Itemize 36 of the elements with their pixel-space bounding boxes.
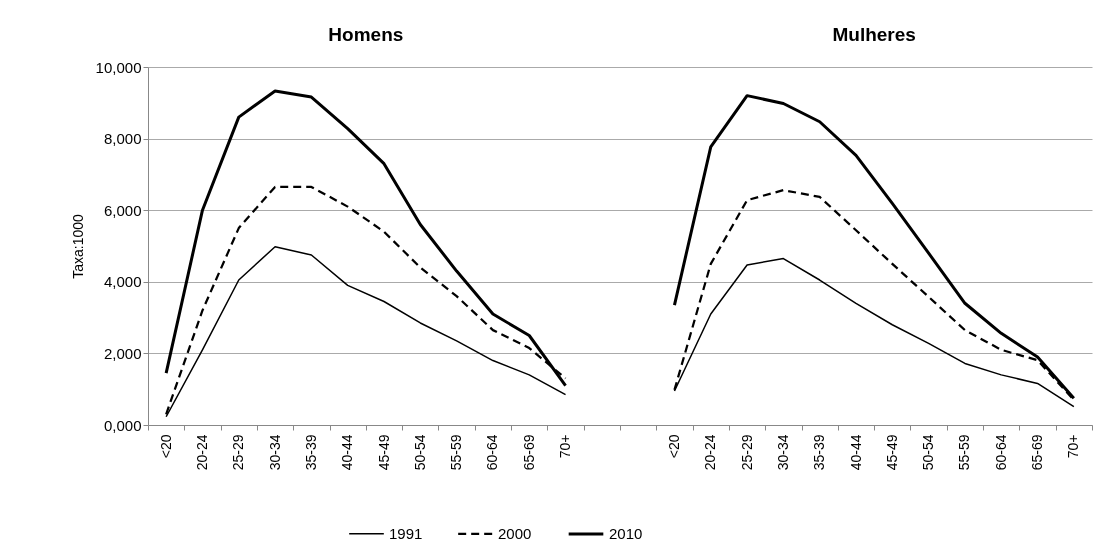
x-tick-label: 55-59 [956,434,973,471]
x-tick-label: 25-29 [230,434,247,471]
x-tick-label: 20-24 [193,434,210,471]
x-tick-label: 65-69 [520,434,537,471]
x-tick-label: 70+ [557,434,574,459]
x-tick-label: 25-29 [738,434,755,471]
x-tick-label: 45-49 [375,434,392,471]
legend-label: 2010 [609,525,643,542]
x-tick-label: 20-24 [702,434,719,471]
x-tick-label: 70+ [1065,434,1082,459]
y-tick-label: 0,000 [103,416,142,434]
x-tick-label: 50-54 [920,434,937,471]
x-tick-label: 40-44 [339,434,356,471]
x-tick-label: 45-49 [883,434,900,471]
legend-label: 1991 [389,524,423,542]
x-tick-label: 65-69 [1029,434,1046,471]
x-tick-label: 50-54 [411,434,428,471]
text: Homens [328,24,404,45]
x-tick-label: 60-64 [992,434,1009,471]
y-axis-title: Taxa:1000 [69,213,86,279]
x-tick-label: 40-44 [847,434,864,471]
y-tick-label: 2,000 [103,344,142,362]
x-tick-label: 55-59 [448,434,465,471]
x-tick-label: 60-64 [484,434,501,471]
x-tick-label: 30-34 [266,434,283,471]
x-tick-label: 35-39 [811,434,828,471]
y-tick-label: 6,000 [103,201,142,219]
legend-label: 2000 [498,524,532,542]
x-tick-label: 35-39 [302,434,319,471]
y-tick-label: 4,000 [103,273,142,291]
y-tick-label: 10,000 [95,58,142,76]
x-tick-label: <20 [665,434,682,459]
x-tick-label: <20 [157,434,174,459]
x-tick-label: 30-34 [774,434,791,471]
y-tick-label: 8,000 [103,130,142,148]
text: Mulheres [832,24,916,45]
